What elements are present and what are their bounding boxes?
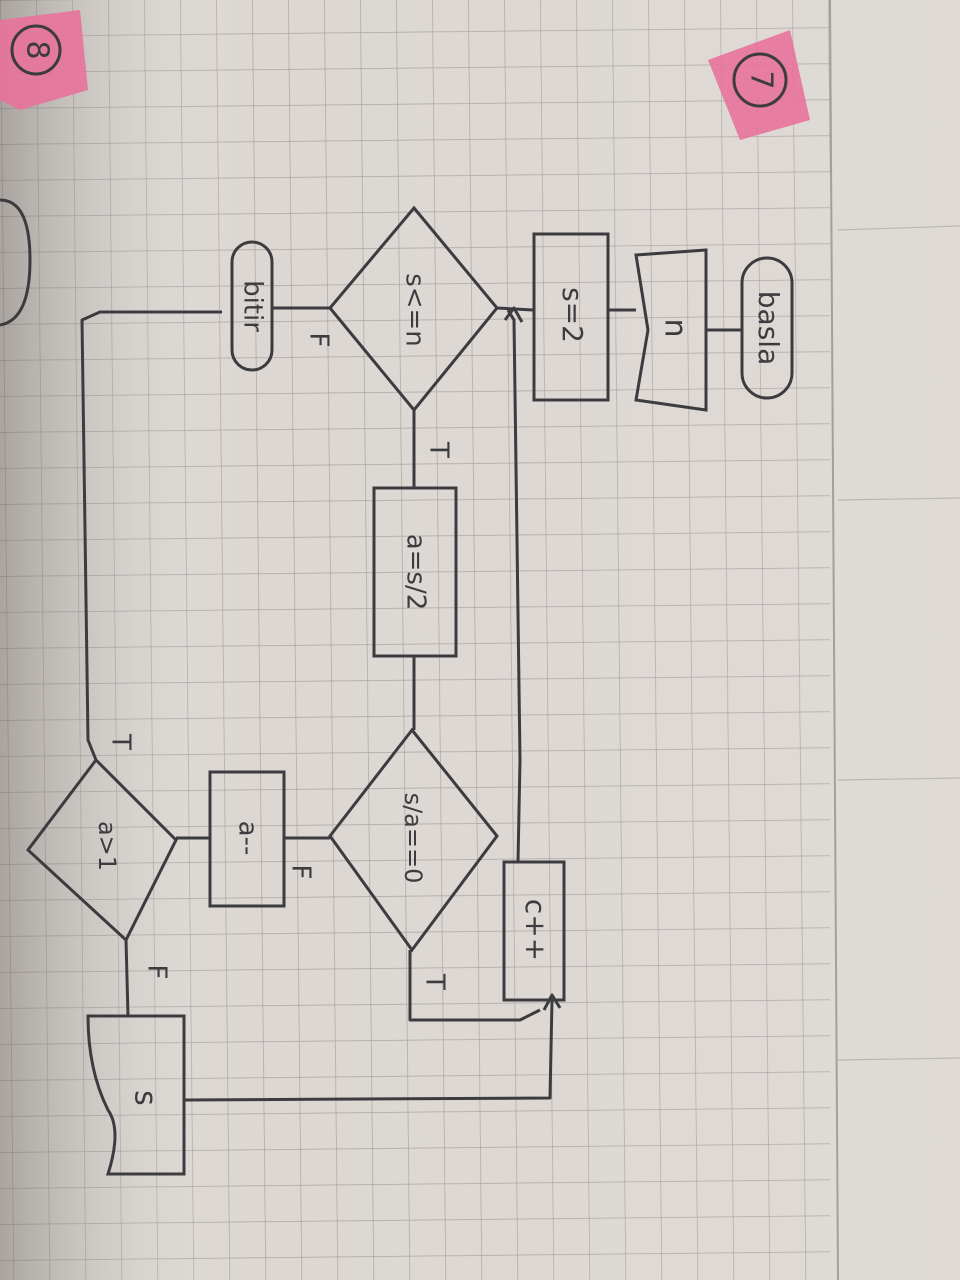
assign-a-process <box>372 486 458 658</box>
output-label: s <box>128 1090 163 1106</box>
a-check-false-label: F <box>142 965 172 980</box>
page-number-right: 7 <box>744 70 779 89</box>
decrement-process <box>208 770 286 908</box>
page-number-left: 8 <box>20 40 55 59</box>
divisible-decision <box>328 727 499 953</box>
a-check-true-label: T <box>106 733 136 750</box>
a-check-label: a>1 <box>93 821 121 871</box>
start-terminal <box>740 256 794 400</box>
start-label: basla <box>752 291 785 365</box>
loop-decision <box>328 205 499 413</box>
page-tab-right: 7 <box>708 30 810 140</box>
loop-false-label: F <box>304 333 334 348</box>
page-tab-left: 8 <box>0 10 88 110</box>
connector-lines <box>80 306 742 1102</box>
input-label: n <box>658 318 693 337</box>
partial-shape-left-edge <box>0 198 32 327</box>
output-document <box>86 1014 186 1176</box>
divisible-false-label: F <box>286 865 316 880</box>
divisible-check-label: s/a==0 <box>399 793 427 884</box>
assign-a-label: a=s/2 <box>401 534 431 611</box>
loop-true-label: T <box>424 441 454 458</box>
init-label: s=2 <box>556 287 589 343</box>
end-terminal <box>230 240 274 372</box>
increment-label: c++ <box>519 899 552 961</box>
decrement-label: a-- <box>233 821 263 856</box>
a-check-decision <box>25 757 178 943</box>
input-node <box>634 248 708 412</box>
init-process <box>532 232 610 402</box>
loop-condition-label: s<=n <box>400 273 430 347</box>
divisible-true-label: T <box>420 973 450 990</box>
increment-process <box>502 860 566 1002</box>
end-label: bitir <box>238 280 268 332</box>
